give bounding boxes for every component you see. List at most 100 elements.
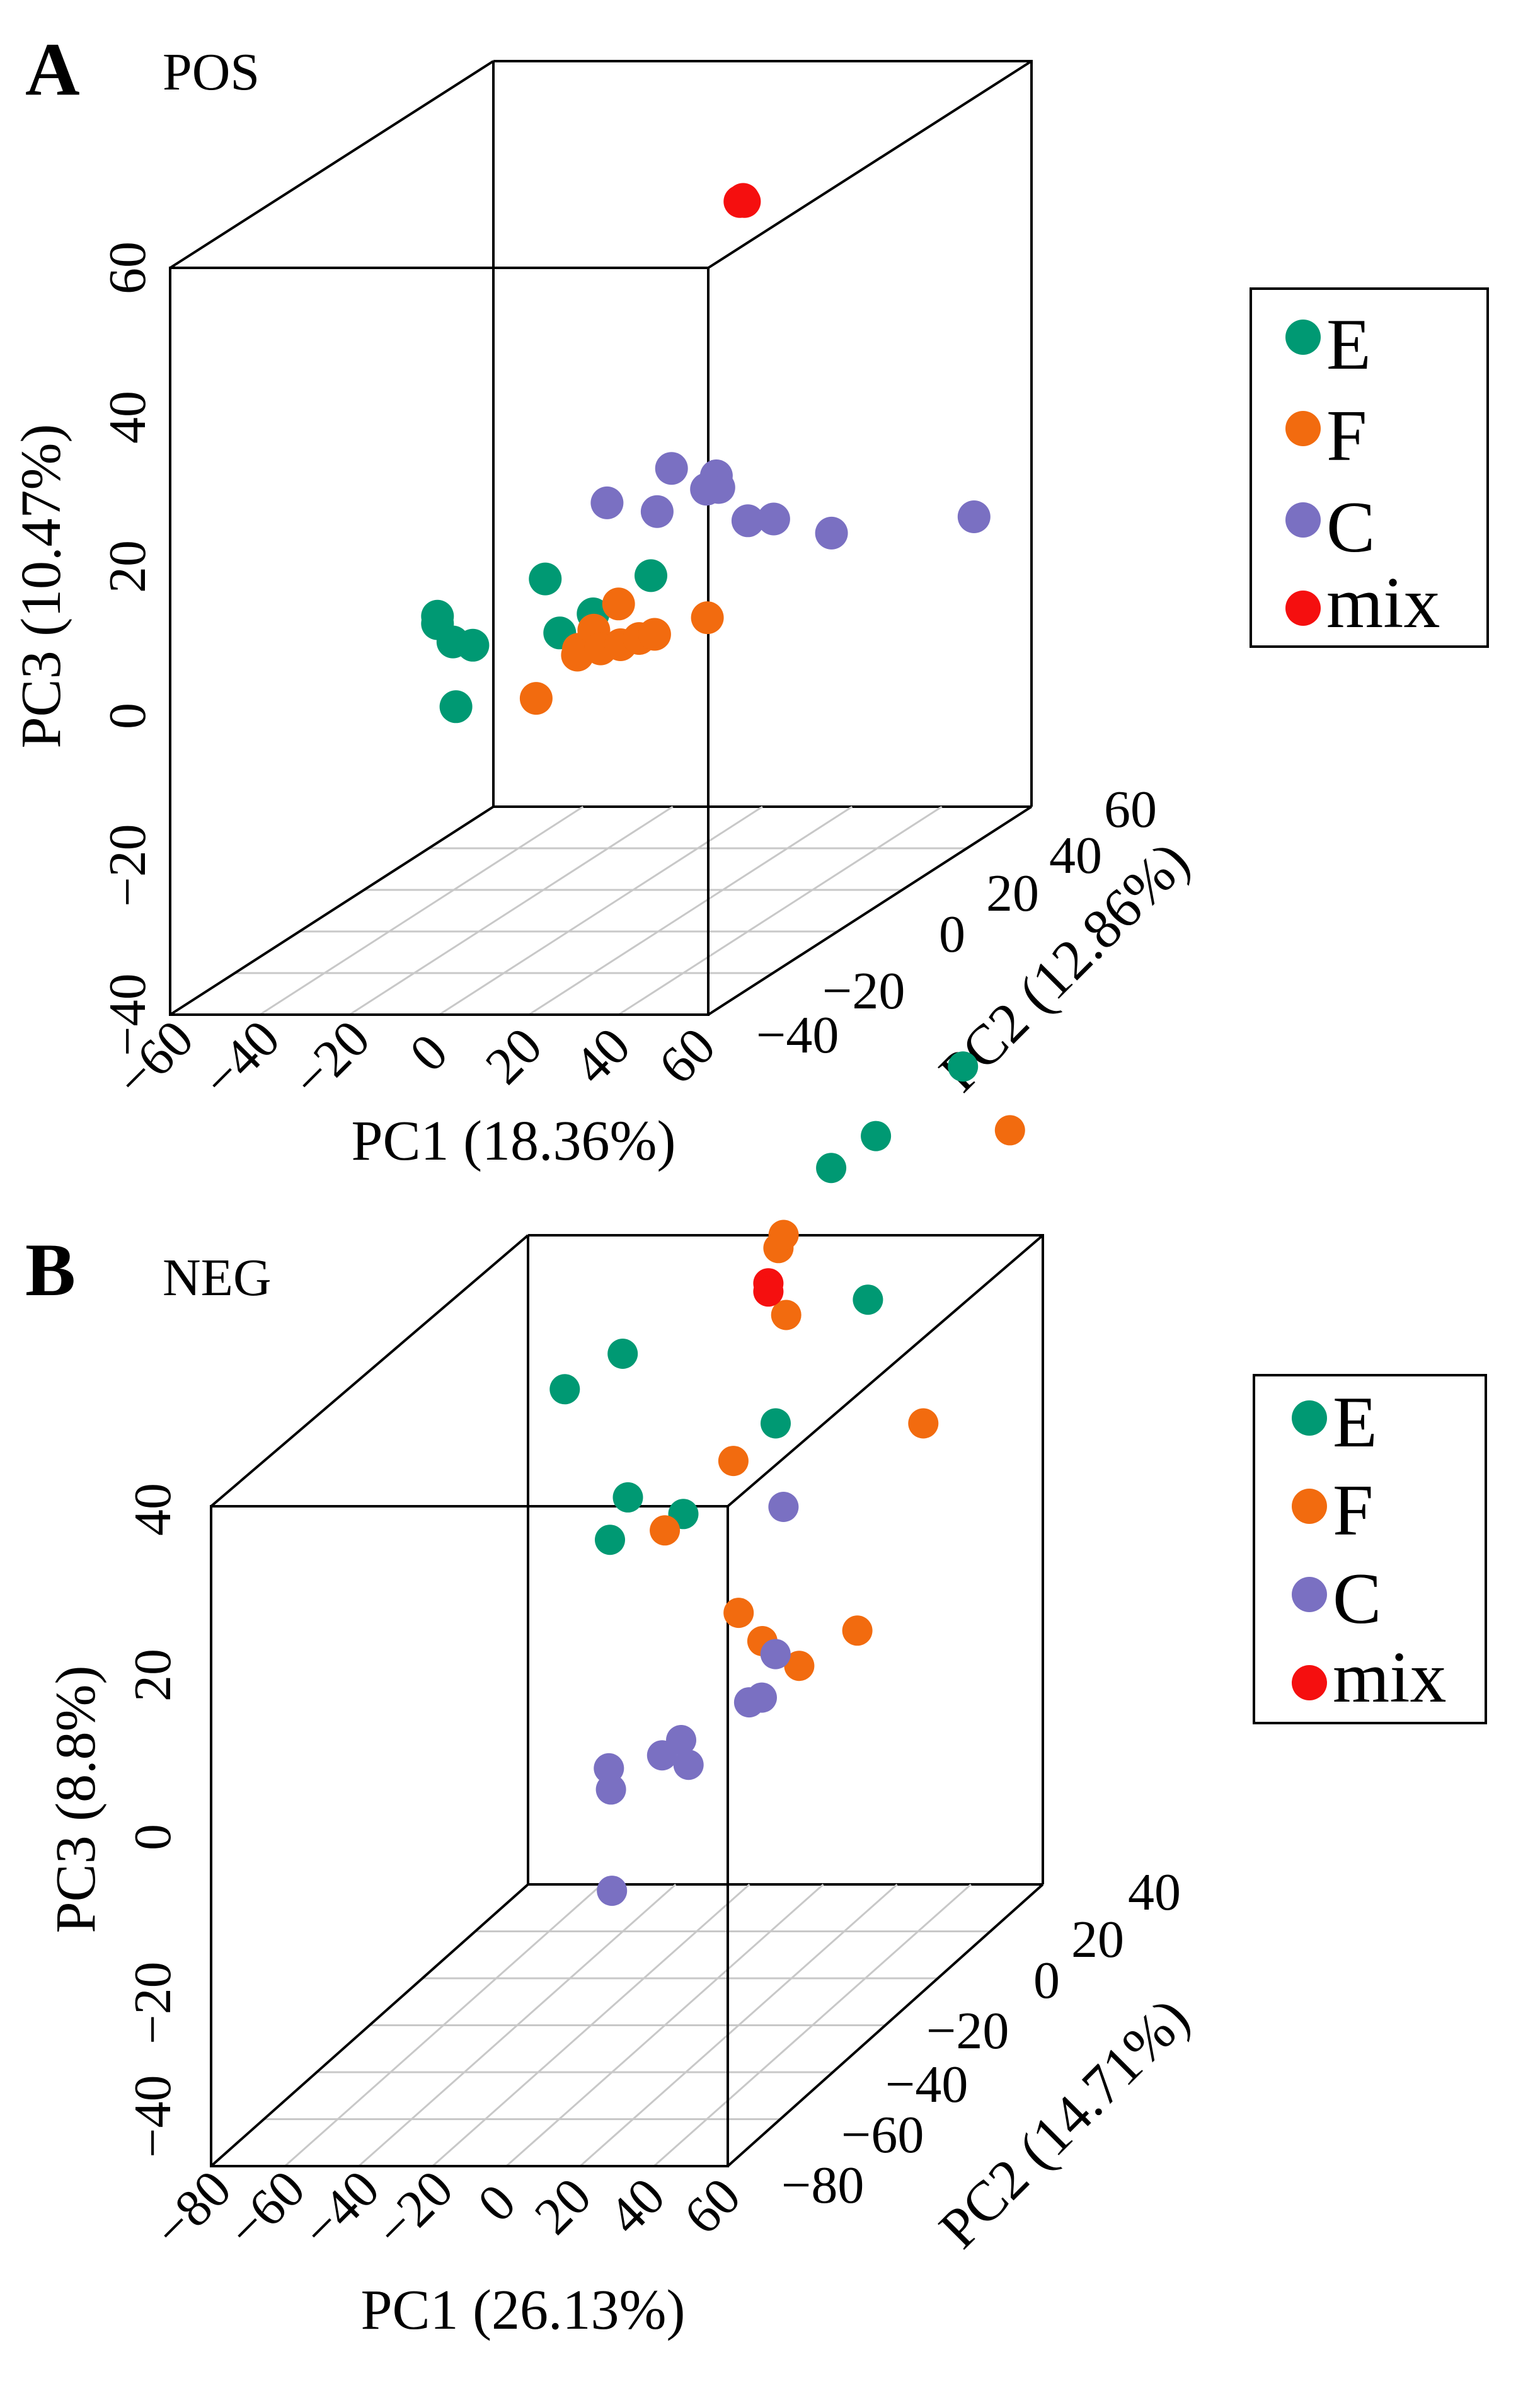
- panel-b-box-edge-bottom-right: [727, 1883, 1044, 2167]
- data-point-f-3: [771, 1300, 802, 1330]
- data-point-e-1: [549, 1374, 580, 1405]
- legend-label-f: F: [1333, 1470, 1374, 1551]
- data-point-e-5: [439, 690, 473, 724]
- data-point-f-5: [650, 1515, 681, 1546]
- data-point-e-9: [635, 559, 667, 592]
- z-tick: 60: [98, 241, 157, 294]
- x-tick: −20: [364, 2159, 464, 2259]
- y-tick: −80: [781, 2156, 864, 2215]
- y-tick: 40: [1128, 1863, 1181, 1922]
- panel-a-points: [421, 183, 991, 724]
- x-tick: 0: [399, 1023, 459, 1083]
- data-point-e-4: [456, 628, 490, 662]
- legend-marker-f: [1285, 411, 1321, 446]
- legend-marker-c: [1292, 1577, 1327, 1612]
- panel-a-box-edge-bottom-left: [169, 805, 495, 1016]
- panel-b-z-axis-label: PC3 (8.8%): [45, 1666, 107, 1934]
- data-point-e-9: [948, 1051, 979, 1082]
- panel-b-neg: B NEG −40 −20 0 20 40 PC3 (8.8%) −80 −60…: [25, 1051, 1487, 2341]
- data-point-f-10: [842, 1615, 873, 1646]
- panel-b-z-ticks: −40 −20 0 20 40: [124, 1483, 182, 2158]
- x-tick: −20: [281, 1009, 381, 1109]
- x-tick: 0: [467, 2173, 527, 2233]
- data-point-f-7: [638, 618, 671, 651]
- y-tick: −60: [841, 2106, 924, 2164]
- data-point-mix-3: [728, 185, 761, 218]
- z-tick: 0: [98, 703, 157, 729]
- panel-b-box-edge-top-right: [727, 1234, 1044, 1508]
- legend-label-mix: mix: [1326, 563, 1440, 643]
- panel-a-box-edge-top-right: [707, 60, 1033, 269]
- y-tick: −40: [885, 2055, 968, 2114]
- data-point-c-7: [768, 1492, 799, 1522]
- panel-b-x-ticks: −80 −60 −40 −20 0 20 40 60: [142, 2159, 752, 2259]
- y-tick: −40: [756, 1006, 839, 1064]
- panel-b-box-edge-bottom-left: [210, 1883, 529, 2167]
- data-point-c-3: [640, 495, 674, 528]
- legend-marker-e: [1285, 320, 1321, 355]
- panel-b-points: [549, 1051, 1025, 1906]
- data-point-c-6: [690, 473, 723, 506]
- x-tick: 40: [563, 1017, 641, 1095]
- floor-grid-line: [528, 805, 853, 1016]
- legend-marker-c: [1285, 502, 1321, 538]
- panel-a-title: POS: [163, 43, 260, 101]
- data-point-c-7: [731, 504, 764, 538]
- z-tick: −20: [124, 1961, 182, 2044]
- data-point-f-11: [784, 1651, 815, 1681]
- z-tick: −20: [98, 824, 157, 906]
- x-tick: −40: [191, 1009, 291, 1109]
- data-point-e-10: [853, 1284, 883, 1315]
- data-point-c-4: [666, 1725, 696, 1755]
- data-point-c-1: [590, 486, 624, 519]
- data-point-mix-2: [753, 1276, 784, 1307]
- data-point-e-6: [529, 562, 562, 596]
- x-tick: 60: [648, 1017, 727, 1095]
- panel-b-box-edge-top-left: [210, 1234, 529, 1508]
- floor-grid-line: [348, 805, 674, 1016]
- panel-a-x-axis-label: PC1 (18.36%): [352, 1110, 676, 1172]
- data-point-c-10: [957, 500, 991, 533]
- y-tick: 60: [1104, 780, 1157, 839]
- legend-marker-mix: [1292, 1665, 1327, 1700]
- y-tick: 20: [986, 864, 1039, 923]
- legend-label-f: F: [1326, 396, 1367, 476]
- floor-grid-line: [618, 805, 943, 1016]
- panel-a-box-edge-bottom-right: [707, 805, 1033, 1016]
- data-point-f-8: [691, 601, 724, 635]
- data-point-e-4: [595, 1525, 625, 1555]
- data-point-c-8: [760, 1639, 791, 1669]
- panel-b-x-axis-label: PC1 (26.13%): [361, 2279, 686, 2341]
- data-point-e-8: [861, 1121, 892, 1151]
- panel-a-floor-grid: [234, 805, 967, 1016]
- panel-a-letter: A: [25, 27, 80, 111]
- z-tick: 40: [98, 391, 157, 444]
- panel-a-y-ticks: −40 −20 0 20 40 60: [756, 780, 1157, 1064]
- panel-b-legend: E F C mix: [1253, 1374, 1487, 1724]
- floor-grid-line: [439, 805, 763, 1016]
- panel-a-box-front: [169, 267, 710, 1016]
- panel-b-legend-box: [1253, 1374, 1487, 1724]
- x-tick: 20: [474, 1017, 553, 1095]
- data-point-f-9: [908, 1408, 939, 1439]
- legend-label-c: C: [1333, 1559, 1381, 1639]
- z-tick: 20: [124, 1649, 182, 1702]
- x-tick: 20: [524, 2167, 602, 2246]
- y-tick: −20: [822, 962, 905, 1020]
- legend-marker-f: [1292, 1489, 1327, 1524]
- panel-b-y-ticks: −80 −60 −40 −20 0 20 40: [781, 1863, 1181, 2215]
- panel-b-floor-grid: [263, 1883, 992, 2167]
- data-point-f-4: [718, 1446, 749, 1477]
- data-point-f-2: [768, 1220, 799, 1250]
- data-point-f-9: [519, 682, 553, 715]
- z-tick: 40: [124, 1483, 182, 1536]
- floor-grid-line: [259, 805, 584, 1016]
- y-tick: 0: [939, 905, 965, 964]
- panel-a-box-edge-top-left: [169, 60, 495, 269]
- legend-label-mix: mix: [1333, 1637, 1446, 1718]
- y-tick: −20: [926, 2002, 1009, 2060]
- y-tick: 0: [1033, 1951, 1060, 2010]
- legend-marker-e: [1292, 1400, 1327, 1436]
- legend-label-e: E: [1326, 304, 1371, 385]
- y-tick: 20: [1071, 1910, 1124, 1969]
